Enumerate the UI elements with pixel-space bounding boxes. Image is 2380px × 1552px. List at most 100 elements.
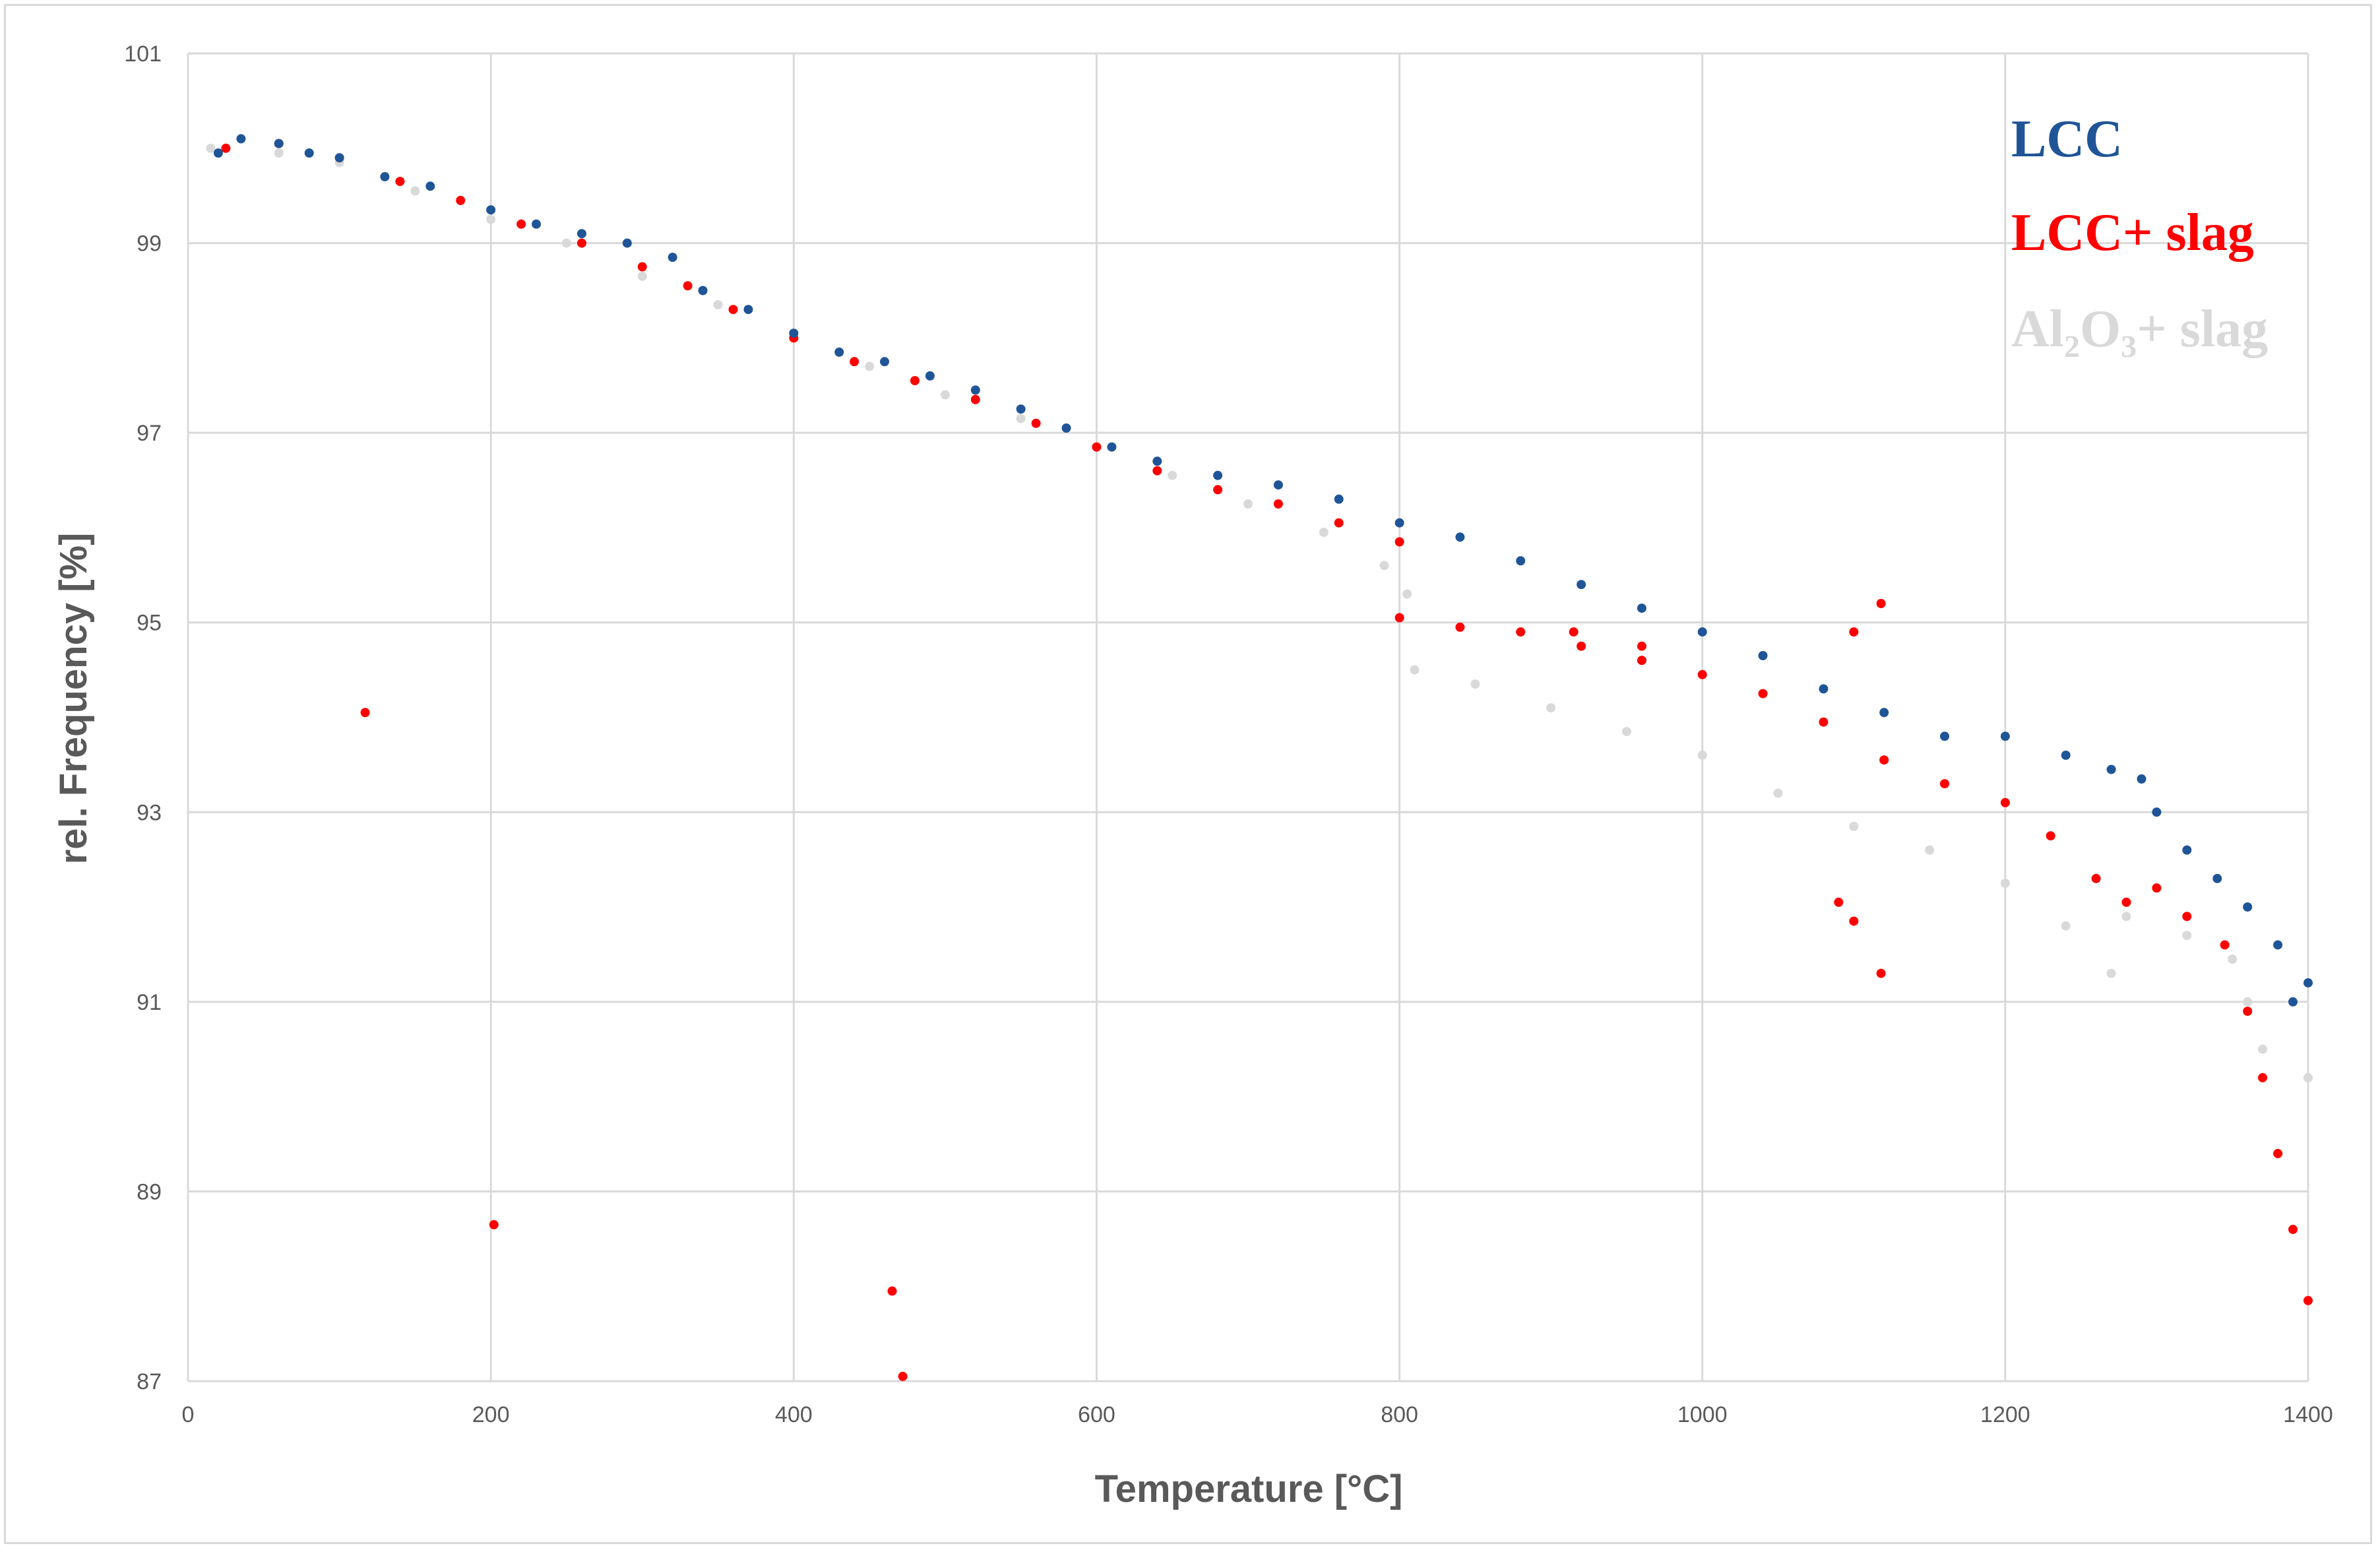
data-point (1334, 494, 1344, 504)
data-point (2243, 997, 2253, 1007)
data-point (1773, 788, 1783, 798)
data-point (1152, 466, 1162, 476)
data-point (1758, 651, 1768, 660)
data-point (1819, 684, 1829, 694)
data-point (728, 305, 738, 315)
data-point (2182, 912, 2192, 921)
data-point (2137, 774, 2146, 784)
data-point (1213, 485, 1223, 495)
data-point (1213, 470, 1223, 480)
data-point (1410, 665, 1420, 675)
x-axis-title: Temperature [°C] (1095, 1468, 1403, 1510)
data-point (1319, 528, 1329, 538)
data-point (2288, 997, 2298, 1007)
data-point (668, 253, 677, 263)
legend-label-al2o3-slag: Al₂O₃+ slag (2011, 300, 2268, 358)
data-point (2220, 940, 2230, 950)
grid-layer (187, 52, 2309, 1382)
data-point (1925, 845, 1935, 855)
data-point (1107, 442, 1117, 452)
data-point (880, 357, 889, 367)
y-tick-label: 101 (124, 42, 162, 67)
data-point (637, 271, 647, 281)
y-tick-label: 99 (137, 232, 162, 257)
data-point (274, 139, 284, 148)
data-point (622, 238, 632, 248)
data-point (1379, 561, 1389, 571)
data-point (1577, 580, 1586, 590)
data-point (1697, 751, 1707, 760)
data-point (2243, 1007, 2253, 1016)
data-point (970, 385, 980, 395)
data-point (1031, 418, 1041, 428)
x-tick-label: 0 (182, 1402, 195, 1427)
data-point (1876, 968, 1886, 978)
data-point (2121, 912, 2131, 921)
x-tick-label: 1200 (1980, 1402, 2030, 1427)
data-point (2106, 968, 2116, 978)
data-point (713, 300, 723, 309)
data-point (410, 186, 420, 196)
data-point (360, 708, 370, 718)
data-point (925, 371, 935, 381)
data-point (2061, 751, 2071, 760)
legend-label-lcc: LCC (2011, 110, 2123, 168)
series-layer (206, 134, 2313, 1381)
data-point (2212, 873, 2222, 883)
data-point (1697, 627, 1707, 637)
data-point (425, 181, 435, 191)
data-point (1402, 589, 1412, 599)
data-point (489, 1220, 499, 1229)
x-tick-label: 800 (1381, 1402, 1418, 1427)
data-point (1273, 480, 1283, 490)
data-point (834, 347, 844, 357)
data-point (1621, 727, 1631, 737)
data-point (456, 195, 466, 205)
data-point (850, 357, 860, 367)
data-point (2152, 883, 2162, 893)
data-point (1092, 442, 1102, 452)
data-point (486, 214, 496, 224)
data-point (2061, 921, 2071, 931)
data-point (304, 148, 314, 158)
x-tick-label: 600 (1078, 1402, 1115, 1427)
data-point (1819, 717, 1829, 727)
data-point (898, 1371, 908, 1381)
data-point (213, 148, 223, 158)
data-point (1569, 627, 1579, 637)
data-point (1273, 499, 1283, 509)
data-point (910, 376, 920, 386)
data-point (2303, 1295, 2313, 1305)
x-tick-label: 1000 (1677, 1402, 1728, 1427)
data-point (2182, 845, 2192, 855)
x-tick-label: 1400 (2283, 1402, 2333, 1427)
x-tick-label: 400 (775, 1402, 813, 1427)
data-point (2046, 831, 2055, 841)
data-point (789, 328, 799, 338)
data-point (2288, 1224, 2298, 1234)
data-point (274, 148, 284, 158)
data-point (940, 390, 950, 400)
data-point (2000, 731, 2010, 741)
data-point (683, 281, 693, 291)
data-point (1637, 656, 1646, 666)
data-point (1243, 499, 1253, 509)
data-point (1516, 556, 1526, 566)
data-point (1470, 679, 1480, 689)
data-point (236, 134, 246, 144)
data-point (1849, 916, 1859, 926)
data-point (2258, 1044, 2268, 1054)
data-point (1394, 518, 1404, 528)
legend: LCC LCC+ slag Al₂O₃+ slag (2011, 110, 2268, 358)
data-point (1455, 532, 1465, 542)
data-point (1849, 627, 1859, 637)
data-point (1834, 897, 1844, 907)
data-point (2258, 1072, 2268, 1082)
y-tick-label: 93 (137, 800, 162, 825)
data-point (486, 205, 496, 215)
x-tick-label: 200 (472, 1402, 510, 1427)
data-point (577, 238, 586, 248)
data-point (1152, 456, 1162, 466)
chart-frame: 0 200 400 600 800 1000 1200 1400 87 89 91 93 95 97 99 1… (4, 4, 2372, 1544)
y-tick-label: 97 (137, 421, 162, 446)
